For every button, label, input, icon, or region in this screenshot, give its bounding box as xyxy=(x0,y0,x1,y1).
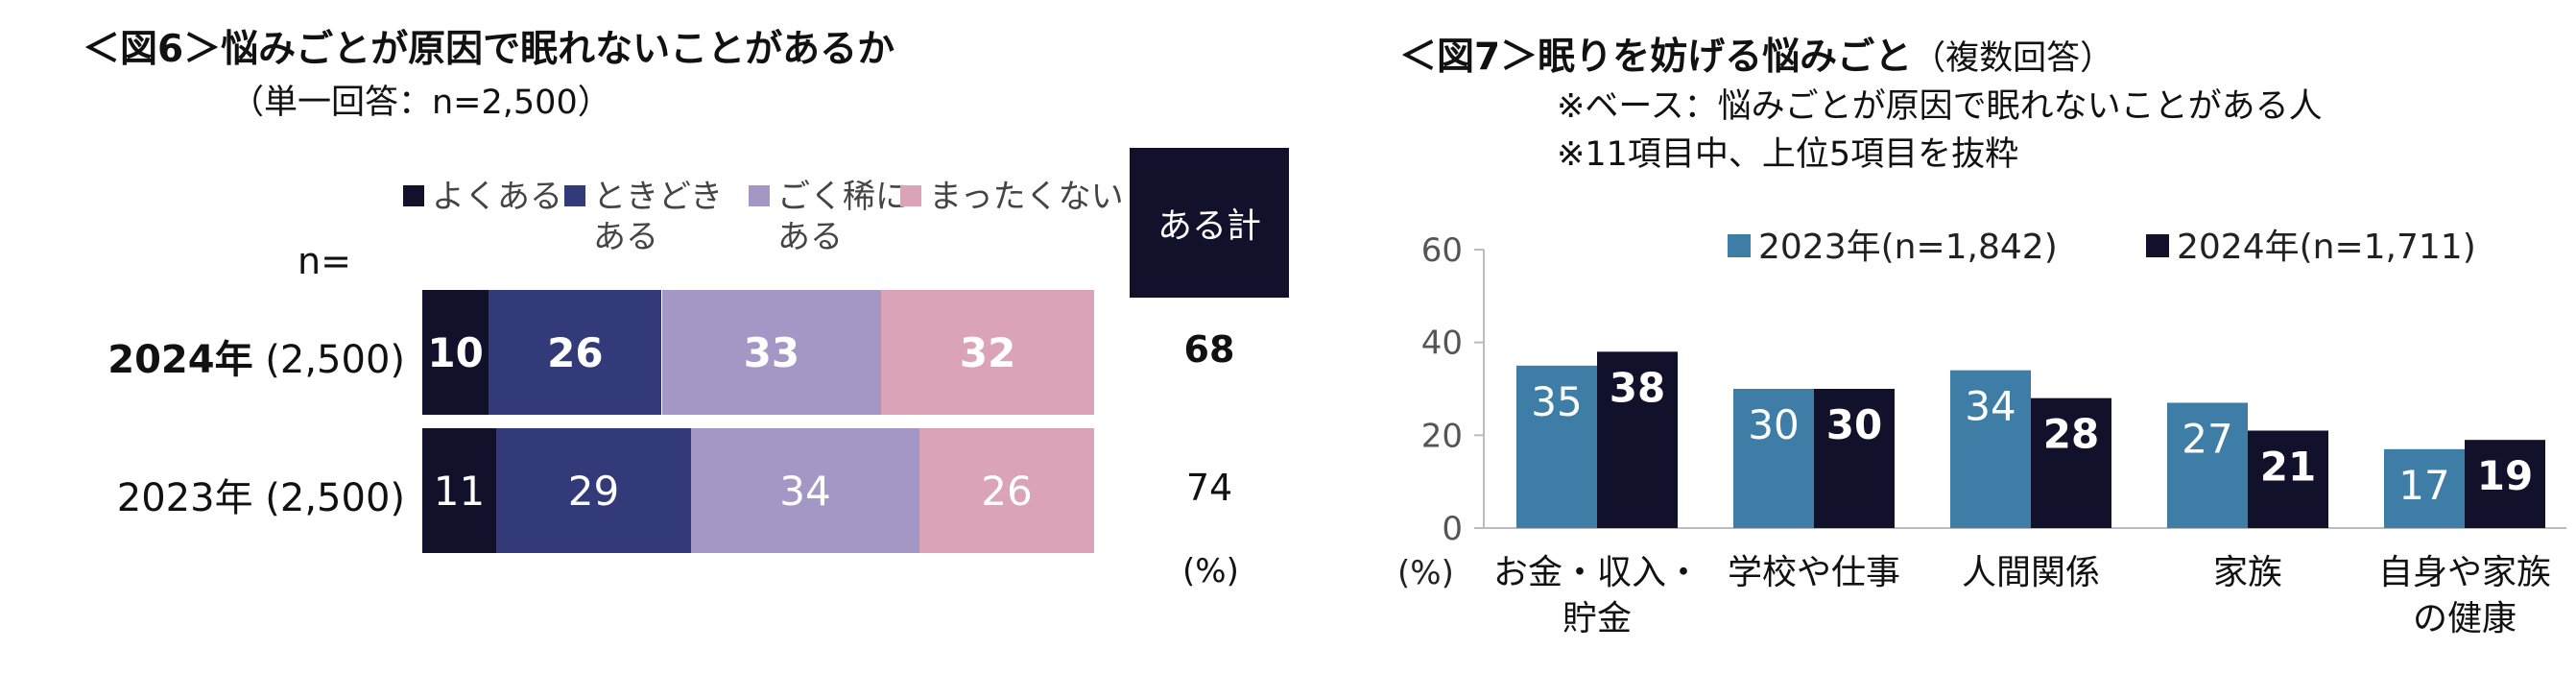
fig7-legend-item: 2024年(n=1,711) xyxy=(2146,219,2476,269)
total-header: ある計 xyxy=(1130,148,1289,298)
bar-value-label: 38 xyxy=(1610,364,1665,411)
bar-value-label: 27 xyxy=(2182,416,2232,463)
bar xyxy=(2031,397,2111,528)
bar-segment: 29 xyxy=(496,428,691,553)
bar xyxy=(2167,402,2248,528)
bar-segment: 26 xyxy=(919,428,1094,553)
bar xyxy=(1516,365,1597,528)
fig7-legend-item: 2023年(n=1,842) xyxy=(1728,219,2058,269)
row-label: 2024年 (2,500) xyxy=(107,328,405,384)
fig6-legend-item: よくある xyxy=(403,177,562,217)
bar xyxy=(1733,389,1814,528)
legend-swatch xyxy=(403,184,424,206)
row-year: 2023年 xyxy=(116,476,253,520)
fig6-title: ＜図6＞悩みごとが原因で眠れないことがあるか xyxy=(83,28,895,71)
legend-swatch xyxy=(749,184,770,206)
legend-label: よくある xyxy=(432,178,562,216)
fig6-legend-item: ときどき ある xyxy=(564,177,723,257)
legend-label: ときどき xyxy=(593,178,723,216)
row-label: 2023年 (2,500) xyxy=(117,467,405,522)
fig6-subtitle: （単一回答：n=2,500） xyxy=(230,84,611,122)
legend-label-line2: ある xyxy=(777,218,843,256)
bar xyxy=(2465,440,2545,528)
bar-segment: 33 xyxy=(661,290,882,415)
n-label: n= xyxy=(298,240,351,282)
fig7-unit: (%) xyxy=(1397,554,1454,592)
x-category-label-line2: 貯金 xyxy=(1562,599,1632,638)
x-category-label: 自身や家族 xyxy=(2378,553,2551,592)
x-category-label: お金・収入・ xyxy=(1493,553,1701,592)
legend-swatch xyxy=(1728,234,1751,257)
legend-swatch xyxy=(564,184,585,206)
legend-label: まったくない xyxy=(929,178,1124,216)
fig6-unit: (%) xyxy=(1182,552,1239,590)
bar xyxy=(2248,430,2328,528)
bar-segment: 32 xyxy=(881,290,1094,415)
y-tick-label: 0 xyxy=(1442,510,1463,548)
legend-label: 2023年(n=1,842) xyxy=(1758,228,2058,267)
y-tick-label: 60 xyxy=(1421,231,1463,270)
row-total: 74 xyxy=(1185,467,1233,509)
row-n: (2,500) xyxy=(252,338,405,382)
bar-value-label: 30 xyxy=(1826,401,1882,448)
x-category-label: 人間関係 xyxy=(1962,553,2100,592)
x-category-label-line2: の健康 xyxy=(2413,599,2516,638)
y-tick-label: 20 xyxy=(1421,417,1463,455)
row-n: (2,500) xyxy=(252,476,405,520)
bar-value-label: 34 xyxy=(1965,383,2015,430)
legend-label-line2: ある xyxy=(593,218,658,256)
bar-value-label: 35 xyxy=(1531,378,1582,425)
bar-value-label: 28 xyxy=(2043,411,2099,458)
legend-label: ごく稀に xyxy=(777,178,908,216)
fig6-legend-item: まったくない xyxy=(900,177,1124,217)
stacked-bar: 10 26 33 32 xyxy=(422,290,1094,415)
row-year: 2024年 xyxy=(107,338,253,382)
legend-label: 2024年(n=1,711) xyxy=(2177,228,2476,267)
fig7-title: ＜図7＞眠りを妨げる悩みごと（複数回答） xyxy=(1399,27,2113,81)
bar-segment: 10 xyxy=(422,290,489,415)
bar xyxy=(1597,351,1678,528)
bar-value-label: 19 xyxy=(2477,452,2533,499)
stacked-bar: 11 29 34 26 xyxy=(422,428,1094,553)
x-category-label: 家族 xyxy=(2213,553,2282,592)
y-tick-label: 40 xyxy=(1421,325,1463,363)
bar-segment: 26 xyxy=(489,290,662,415)
fig6-legend-item: ごく稀に ある xyxy=(749,177,908,257)
bar xyxy=(2384,448,2465,528)
bar-segment: 11 xyxy=(422,428,496,553)
fig7-bar-chart: 0 20 40 60 (%) 35 38 お金・収入・貯金 30 30 学校や仕事 34 28 人間関係 2… xyxy=(1397,231,2566,638)
fig7-title-main: ＜図7＞眠りを妨げる悩みごと xyxy=(1399,36,1913,79)
fig7-note1: ※ベース：悩みごとが原因で眠れないことがある人 xyxy=(1557,87,2323,126)
bar-value-label: 30 xyxy=(1748,401,1799,448)
bar-value-label: 17 xyxy=(2398,462,2449,509)
fig7-title-note: （複数回答） xyxy=(1912,39,2114,78)
fig7-note2: ※11項目中、上位5項目を抜粋 xyxy=(1557,135,2019,174)
x-category-label: 学校や仕事 xyxy=(1728,553,1900,592)
bar xyxy=(1814,389,1895,528)
bar-segment: 34 xyxy=(691,428,919,553)
row-total: 68 xyxy=(1183,328,1235,371)
bar-value-label: 21 xyxy=(2260,444,2316,491)
bar xyxy=(1950,370,2031,528)
legend-swatch xyxy=(900,184,921,206)
legend-swatch xyxy=(2146,234,2169,257)
